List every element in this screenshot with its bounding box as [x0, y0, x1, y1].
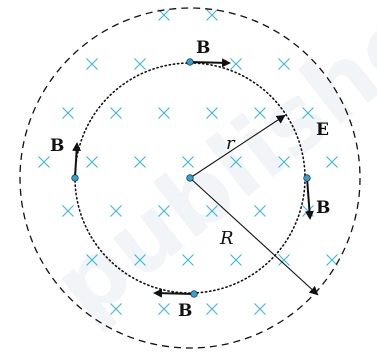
cross-mark-icon	[230, 156, 242, 168]
cross-mark-icon	[254, 107, 266, 119]
cross-mark-icon	[110, 303, 122, 315]
bottom-arrow	[153, 288, 195, 298]
cross-mark-icon	[86, 156, 98, 168]
right-arrow	[304, 177, 314, 220]
label-e: E	[316, 120, 329, 140]
outer-circle	[19, 7, 361, 349]
label-r-inner: r	[226, 133, 236, 154]
cross-mark-icon	[326, 156, 338, 168]
cross-mark-icon	[158, 9, 170, 21]
label-b-left: B	[50, 136, 64, 156]
cross-mark-icon	[278, 254, 290, 266]
top-node	[186, 58, 194, 66]
cross-mark-icon	[134, 58, 146, 70]
cross-mark-icon	[62, 107, 74, 119]
label-b-bottom: B	[178, 301, 192, 321]
cross-mark-icon	[278, 156, 290, 168]
cross-mark-icon	[86, 58, 98, 70]
center-point	[186, 174, 194, 182]
label-b-top: B	[196, 38, 210, 58]
cross-mark-icon	[158, 205, 170, 217]
cross-mark-icon	[110, 107, 122, 119]
label-b-right: B	[316, 198, 330, 218]
cross-mark-icon	[206, 303, 218, 315]
bottom-node	[190, 290, 198, 298]
cross-mark-icon	[158, 107, 170, 119]
cross-mark-icon	[254, 205, 266, 217]
outer-radius-arrow	[189, 177, 319, 296]
cross-mark-icon	[302, 205, 314, 217]
cross-mark-icon	[206, 9, 218, 21]
cross-mark-icon	[86, 254, 98, 266]
cross-mark-icon	[134, 156, 146, 168]
cross-mark-icon	[230, 58, 242, 70]
cross-mark-icon	[38, 156, 50, 168]
cross-mark-icon	[326, 254, 338, 266]
inner-radius-arrow	[189, 114, 286, 179]
left-node	[71, 174, 79, 182]
field-cross-marks	[38, 9, 338, 315]
cross-mark-icon	[230, 254, 242, 266]
cross-mark-icon	[206, 205, 218, 217]
cross-mark-icon	[158, 303, 170, 315]
cross-mark-icon	[182, 254, 194, 266]
cross-mark-icon	[278, 58, 290, 70]
right-node	[303, 174, 311, 182]
cross-mark-icon	[62, 205, 74, 217]
cross-mark-icon	[182, 156, 194, 168]
cross-mark-icon	[110, 205, 122, 217]
cross-mark-icon	[302, 107, 314, 119]
label-r-outer: R	[219, 228, 234, 249]
cross-mark-icon	[206, 107, 218, 119]
cross-mark-icon	[254, 303, 266, 315]
cross-mark-icon	[134, 254, 146, 266]
top-arrow	[189, 58, 231, 68]
left-arrow	[72, 142, 82, 179]
